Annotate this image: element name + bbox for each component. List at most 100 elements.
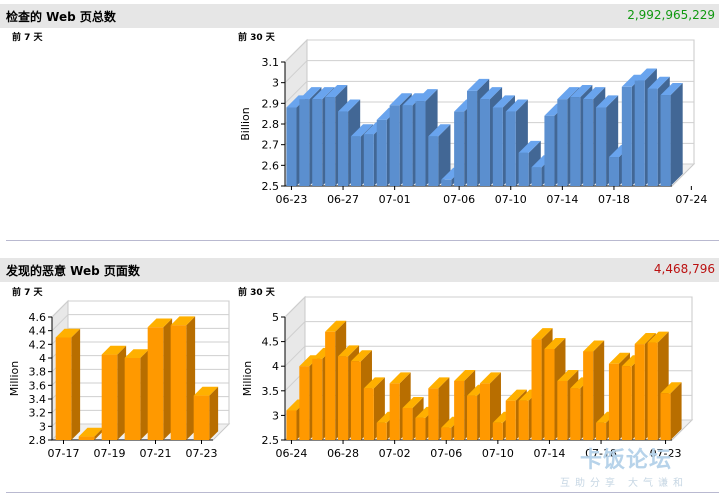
bar [147,318,173,440]
y-tick-label: 4.2 [29,338,47,351]
watermark-tagline: 互助分享 大气谦和 [560,474,696,489]
x-tick-label: 07-18 [585,447,617,460]
y-axis-label: Million [241,361,254,396]
bar-side [209,386,219,440]
bar-side [117,345,127,440]
bar-top [55,328,81,338]
bar-top [608,352,630,364]
bar-front [621,366,632,440]
bar-front [312,99,323,186]
bar-front [608,363,619,440]
bar-front [441,427,452,440]
bar-front [660,393,671,440]
y-tick-label: 4 [272,360,279,373]
bar-top [402,397,424,409]
bar-side [94,427,104,440]
x-tick-label: 07-14 [546,193,578,206]
bar-front [531,339,542,440]
bar-top [505,99,528,112]
y-tick-label: 5 [272,311,279,324]
gridline [51,300,69,318]
bar-side [186,316,196,440]
bar-side [670,82,683,186]
bar-side [438,124,451,186]
period-label-7-days: 前 7 天 [12,33,43,43]
bar-front [621,86,632,186]
section-header-total-pages: 检查的 Web 页总数 2,992,965,229 [0,4,719,28]
bar-front [299,366,310,440]
x-tick-label: 07-23 [650,447,682,460]
period-label-7-days: 前 7 天 [12,288,43,298]
bar-top [338,345,360,357]
bar-top [660,82,683,96]
bar-front [660,95,671,186]
x-tick-label: 06-23 [275,193,307,206]
section-title: 检查的 Web 页总数 [6,10,116,24]
bar-top [428,124,451,137]
bar-front [286,107,297,186]
bar-front [634,344,645,440]
bar-front [312,358,323,440]
bar-top [634,333,656,345]
x-tick-label: 07-01 [379,193,411,206]
gridline [284,80,308,104]
bar-top [350,350,372,362]
bar-top [147,318,173,328]
gridline [284,345,306,367]
x-tick-label: 06-28 [327,447,359,460]
y-tick-label: 2.5 [262,434,280,447]
bar-front [402,105,413,186]
bar-front [518,152,529,186]
x-tick-label: 07-19 [94,447,126,460]
bar-front [570,388,581,440]
bar-top [596,95,619,108]
bar-top [402,93,425,106]
bar-front [299,99,310,186]
bar-front [454,111,465,186]
bar-top [557,369,579,381]
bar-top [531,328,553,340]
bar-top [467,78,490,91]
period-label-30-days: 前 30 天 [238,288,275,298]
bar-front [479,383,490,440]
bar-front [454,380,465,440]
bar-front [467,90,478,186]
gridline [284,39,308,63]
bar-front [518,400,529,440]
y-tick-label: 3 [272,77,279,90]
x-tick-label: 07-21 [140,447,172,460]
bar-side [71,328,81,440]
bar-front [608,157,619,186]
y-tick-label: 4.6 [29,311,47,324]
bar-top [479,372,501,384]
bar-top [170,316,196,326]
gridline [284,296,306,318]
bar-front [428,388,439,440]
bar-front [325,97,336,186]
y-tick-label: 2.5 [262,180,280,193]
x-tick-label: 07-02 [379,447,411,460]
period-label-30-days: 前 30 天 [238,33,275,43]
bar-top [338,99,361,112]
bar-front [441,179,452,186]
bar [428,124,451,186]
y-tick-label: 3.2 [29,407,47,420]
bar-front [544,348,555,440]
y-tick-label: 2.8 [262,118,280,131]
x-tick-label: 06-24 [275,447,307,460]
malicious-count: 4,468,796 [653,262,715,276]
bar-top [78,427,104,437]
y-axis-label: Million [8,361,21,396]
watermark-tagline-part: 大气谦和 [628,478,688,489]
bar-front [415,417,426,440]
bar-top [124,349,150,358]
gridline [284,321,306,342]
bar-front [286,410,297,440]
bar-top [583,340,605,352]
bar-front [402,408,413,440]
bar-front [557,99,568,186]
bar-front [363,134,374,186]
bar-top [479,87,503,100]
bar-top [415,89,438,102]
